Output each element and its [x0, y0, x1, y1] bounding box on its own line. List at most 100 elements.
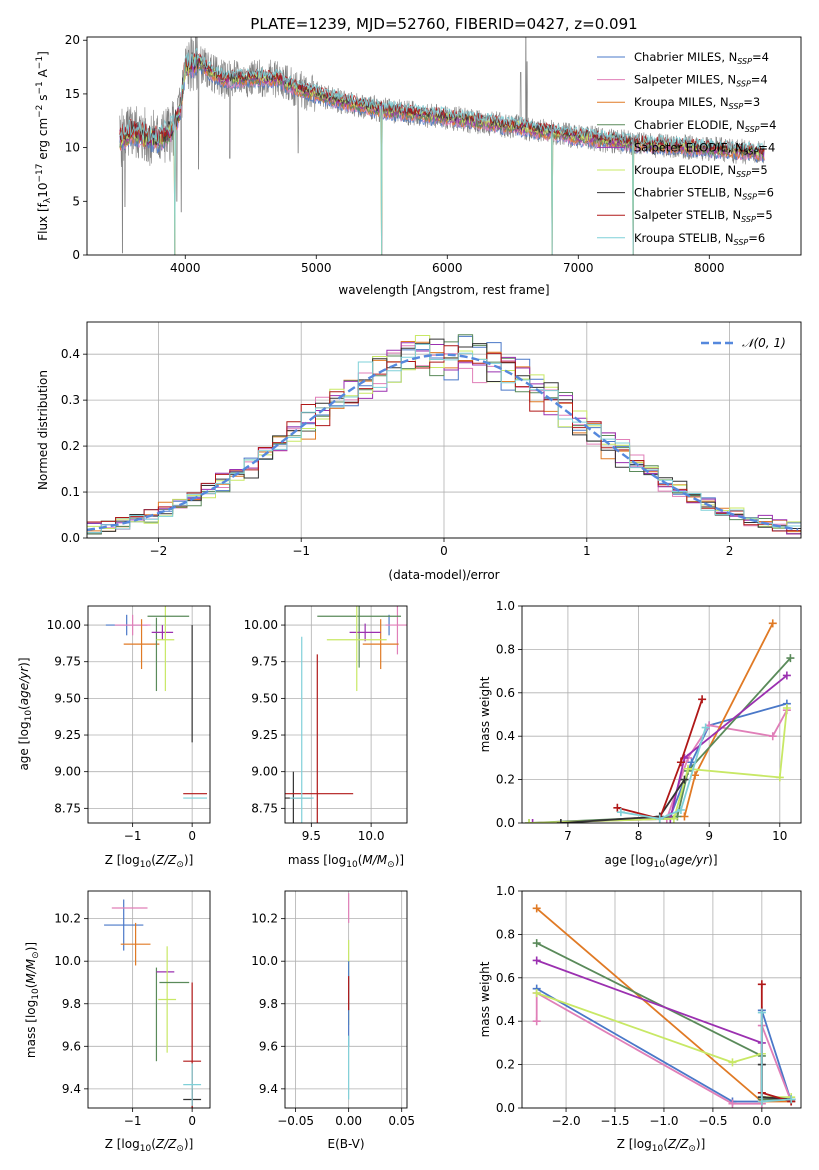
y-tick-label: 0.0 — [61, 531, 80, 545]
weight-marker — [728, 1058, 737, 1067]
legend-label: Kroupa MILES, NSSP=3 — [634, 95, 760, 111]
x-tick-label: 8000 — [694, 261, 725, 275]
x-axis-label: age [log10(age/yr)] — [604, 853, 717, 870]
x-tick-label: −1.5 — [600, 1114, 629, 1128]
weight-series — [532, 674, 788, 823]
y-tick-label: 0.4 — [61, 347, 80, 361]
axes-spectrum: 4000 5000 6000 7000 8000 0 5 10 15 20 wavelength [… — [35, 33, 802, 297]
x-tick-label: 9 — [705, 829, 713, 843]
y-axis-label: mass weight — [478, 961, 492, 1037]
y-tick-label: 9.8 — [62, 997, 81, 1011]
y-tick-label: 10.0 — [251, 954, 278, 968]
weight-marker — [655, 814, 664, 823]
y-tick-label: 9.50 — [54, 691, 81, 705]
weight-marker — [556, 819, 565, 823]
x-tick-label: 0 — [188, 829, 196, 843]
x-tick-label: 10 — [772, 829, 787, 843]
weight-marker — [676, 805, 685, 814]
x-axis-label: Z [log10(Z/Z⊙)] — [105, 1137, 194, 1154]
axes-age-z: −1 0 8.75 9.00 9.25 9.50 9.75 10.00 Z [log10(Z/Z… — [17, 605, 211, 870]
weight-marker — [701, 723, 710, 732]
plot-area — [525, 619, 795, 823]
y-tick-label: 9.75 — [54, 655, 81, 669]
axes-frame — [284, 890, 408, 1109]
x-tick-label: 7 — [564, 829, 572, 843]
y-axis-label: mass weight — [478, 676, 492, 752]
x-tick-label: −2.0 — [551, 1114, 580, 1128]
y-tick-label: 9.00 — [54, 765, 81, 779]
y-tick-label: 9.4 — [259, 1082, 278, 1096]
plot-area — [119, 37, 765, 255]
y-tick-label: 10.0 — [54, 954, 81, 968]
model-spectrum — [119, 59, 765, 162]
x-tick-label: −2 — [150, 544, 168, 558]
y-tick-label: 9.4 — [62, 1082, 81, 1096]
weight-marker — [532, 904, 541, 913]
y-axis-label: age [log10(age/yr)] — [17, 657, 34, 770]
y-tick-label: 0.6 — [496, 971, 515, 985]
weight-marker — [532, 956, 541, 965]
weight-marker — [616, 808, 625, 817]
x-tick-label: −0.05 — [277, 1114, 314, 1128]
y-tick-label: 9.25 — [251, 728, 278, 742]
axes-frame — [521, 890, 802, 1109]
weight-marker — [680, 775, 689, 784]
y-tick-label: 10.2 — [54, 912, 81, 926]
y-tick-label: 8.75 — [251, 801, 278, 815]
legend-label: Kroupa ELODIE, NSSP=5 — [634, 163, 768, 179]
axes-frame — [86, 36, 802, 256]
weight-marker — [728, 1099, 737, 1108]
weight-marker — [768, 619, 777, 628]
plot-area — [104, 899, 202, 1108]
histogram-series — [87, 343, 801, 534]
axes-frame — [521, 605, 802, 824]
y-tick-label: 0.8 — [496, 927, 515, 941]
y-tick-label: 9.00 — [251, 765, 278, 779]
legend-label: Kroupa STELIB, NSSP=6 — [634, 231, 765, 247]
weight-marker — [782, 671, 791, 680]
weight-marker — [669, 814, 678, 823]
weight-marker — [532, 939, 541, 948]
histogram-series — [87, 335, 801, 529]
x-tick-label: 8 — [635, 829, 643, 843]
y-axis-label: mass [log10(M/M⊙)] — [24, 942, 41, 1058]
x-tick-label: 0.05 — [388, 1114, 415, 1128]
weight-marker — [532, 988, 541, 997]
y-tick-label: 0.4 — [496, 729, 515, 743]
x-tick-label: −0.5 — [698, 1114, 727, 1128]
weight-marker — [775, 773, 784, 782]
x-tick-label: 10.0 — [358, 829, 385, 843]
y-tick-label: 8.75 — [54, 801, 81, 815]
axes-mass-ebv: −0.05 0.00 0.05 9.4 9.6 9.8 10.0 10.2 E(B-V) — [251, 890, 415, 1151]
legend-label: Chabrier STELIB, NSSP=6 — [634, 186, 774, 202]
y-tick-label: 0.8 — [496, 642, 515, 656]
normal-curve — [87, 353, 799, 532]
axes-frame — [284, 605, 408, 824]
y-tick-label: 9.6 — [62, 1039, 81, 1053]
y-tick-label: 10 — [65, 141, 80, 155]
weight-marker — [680, 812, 689, 821]
histogram-series — [87, 345, 801, 532]
weight-marker — [532, 1017, 541, 1026]
x-tick-label: 2 — [726, 544, 734, 558]
axes-frame — [87, 605, 211, 824]
weight-marker — [528, 819, 537, 823]
weight-marker — [757, 1008, 766, 1017]
plot-area — [105, 606, 208, 799]
x-tick-label: −1 — [124, 829, 142, 843]
x-tick-label: 6000 — [432, 261, 463, 275]
legend-label: Salpeter STELIB, NSSP=5 — [634, 208, 773, 224]
legend-label: Salpeter ELODIE, NSSP=4 — [634, 140, 775, 156]
y-tick-label: 9.6 — [259, 1039, 278, 1053]
y-tick-label: 0.0 — [496, 816, 515, 830]
y-axis-label: Normed distribution — [36, 370, 50, 490]
y-tick-label: 0.4 — [496, 1014, 515, 1028]
y-tick-label: 5 — [72, 194, 80, 208]
weight-marker — [676, 758, 685, 767]
axes-frame — [87, 890, 211, 1109]
weight-series — [620, 727, 707, 820]
x-tick-label: −1.0 — [649, 1114, 678, 1128]
weight-marker — [768, 732, 777, 741]
x-tick-label: 4000 — [170, 261, 201, 275]
